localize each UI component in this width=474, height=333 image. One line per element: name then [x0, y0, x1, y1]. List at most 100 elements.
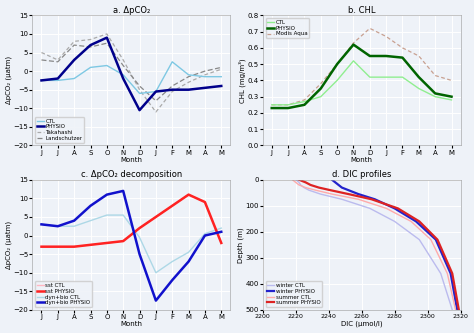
PHYSIO	[137, 108, 142, 112]
summer PHYSIO	[303, 180, 309, 184]
Modis Aqua	[318, 82, 324, 86]
dyn+bio CTL	[153, 271, 159, 275]
Takahashi	[137, 88, 142, 92]
winter CTL	[296, 180, 302, 184]
PHYSIO	[219, 84, 224, 88]
Landschutzer	[219, 65, 224, 69]
sst CTL	[137, 226, 142, 230]
summer PHYSIO	[369, 197, 374, 201]
Legend: winter CTL, winter PHYSIO, summer CTL, summer PHYSIO: winter CTL, winter PHYSIO, summer CTL, s…	[265, 281, 322, 307]
X-axis label: Month: Month	[120, 321, 142, 327]
Line: winter PHYSIO: winter PHYSIO	[332, 180, 457, 310]
PHYSIO	[104, 36, 109, 40]
PHYSIO	[367, 54, 373, 58]
CTL	[269, 103, 274, 107]
CTL	[416, 87, 422, 91]
Modis Aqua	[400, 46, 405, 50]
summer CTL	[293, 180, 299, 184]
winter PHYSIO	[346, 188, 351, 192]
dyn+bio CTL	[137, 235, 142, 239]
dyn+bio CTL	[71, 224, 77, 228]
Line: winter CTL: winter CTL	[296, 180, 452, 310]
CTL	[301, 100, 307, 104]
winter CTL	[392, 219, 397, 223]
sst CTL	[219, 241, 224, 245]
winter CTL	[449, 308, 455, 312]
PHYSIO	[120, 77, 126, 81]
winter PHYSIO	[455, 308, 460, 312]
Line: summer PHYSIO: summer PHYSIO	[299, 180, 459, 310]
summer PHYSIO	[449, 271, 455, 275]
PHYSIO	[39, 78, 45, 82]
sst PHYSIO	[55, 245, 61, 249]
Takahashi	[120, 58, 126, 62]
CTL	[219, 75, 224, 79]
winter CTL	[298, 183, 303, 187]
Takahashi	[104, 32, 109, 36]
Modis Aqua	[285, 103, 291, 107]
summer CTL	[303, 185, 309, 189]
summer CTL	[329, 192, 335, 196]
PHYSIO	[55, 77, 61, 81]
sst CTL	[169, 204, 175, 208]
sst CTL	[186, 192, 191, 196]
CTL	[318, 95, 324, 99]
summer PHYSIO	[346, 192, 351, 196]
dyn+bio PHYSIO	[153, 299, 159, 303]
Modis Aqua	[416, 54, 422, 58]
winter PHYSIO	[392, 206, 397, 210]
dyn+bio PHYSIO	[104, 192, 109, 196]
Modis Aqua	[351, 41, 356, 45]
dyn+bio CTL	[104, 213, 109, 217]
CTL	[202, 75, 208, 79]
summer PHYSIO	[300, 179, 305, 183]
dyn+bio PHYSIO	[219, 230, 224, 234]
dyn+bio PHYSIO	[39, 222, 45, 226]
sst CTL	[120, 239, 126, 243]
PHYSIO	[71, 58, 77, 62]
Landschutzer	[186, 75, 191, 79]
sst CTL	[55, 245, 61, 249]
sst CTL	[153, 215, 159, 219]
Modis Aqua	[449, 78, 455, 82]
Line: Takahashi: Takahashi	[42, 34, 221, 112]
summer CTL	[383, 206, 389, 210]
Landschutzer	[153, 99, 159, 103]
Title: c. ΔpCO₂ decomposition: c. ΔpCO₂ decomposition	[81, 170, 182, 179]
summer CTL	[408, 219, 414, 223]
Takahashi	[202, 73, 208, 77]
sst PHYSIO	[120, 239, 126, 243]
PHYSIO	[153, 90, 159, 94]
dyn+bio CTL	[120, 213, 126, 217]
Title: b. CHL: b. CHL	[348, 6, 375, 15]
Line: Modis Aqua: Modis Aqua	[272, 28, 452, 105]
dyn+bio PHYSIO	[88, 204, 93, 208]
Line: PHYSIO: PHYSIO	[42, 38, 221, 110]
winter PHYSIO	[372, 197, 378, 201]
PHYSIO	[383, 54, 389, 58]
CTL	[432, 95, 438, 99]
Legend: CTL, PHYSIO, Modis Aqua: CTL, PHYSIO, Modis Aqua	[265, 18, 309, 38]
winter CTL	[438, 271, 444, 275]
Line: dyn+bio PHYSIO: dyn+bio PHYSIO	[42, 191, 221, 301]
summer PHYSIO	[316, 185, 322, 189]
PHYSIO	[449, 95, 455, 99]
CTL	[104, 64, 109, 68]
Y-axis label: Depth (m): Depth (m)	[237, 227, 244, 263]
PHYSIO	[301, 103, 307, 107]
Modis Aqua	[367, 26, 373, 30]
sst PHYSIO	[71, 245, 77, 249]
winter PHYSIO	[332, 180, 338, 184]
Takahashi	[39, 51, 45, 55]
PHYSIO	[400, 56, 405, 60]
Line: dyn+bio CTL: dyn+bio CTL	[42, 215, 221, 273]
Takahashi	[219, 67, 224, 71]
sst PHYSIO	[202, 200, 208, 204]
PHYSIO	[334, 62, 340, 66]
winter PHYSIO	[329, 178, 335, 182]
summer PHYSIO	[328, 188, 333, 192]
CTL	[39, 78, 45, 82]
Line: CTL: CTL	[272, 61, 452, 105]
summer PHYSIO	[417, 219, 422, 223]
winter CTL	[293, 178, 299, 182]
